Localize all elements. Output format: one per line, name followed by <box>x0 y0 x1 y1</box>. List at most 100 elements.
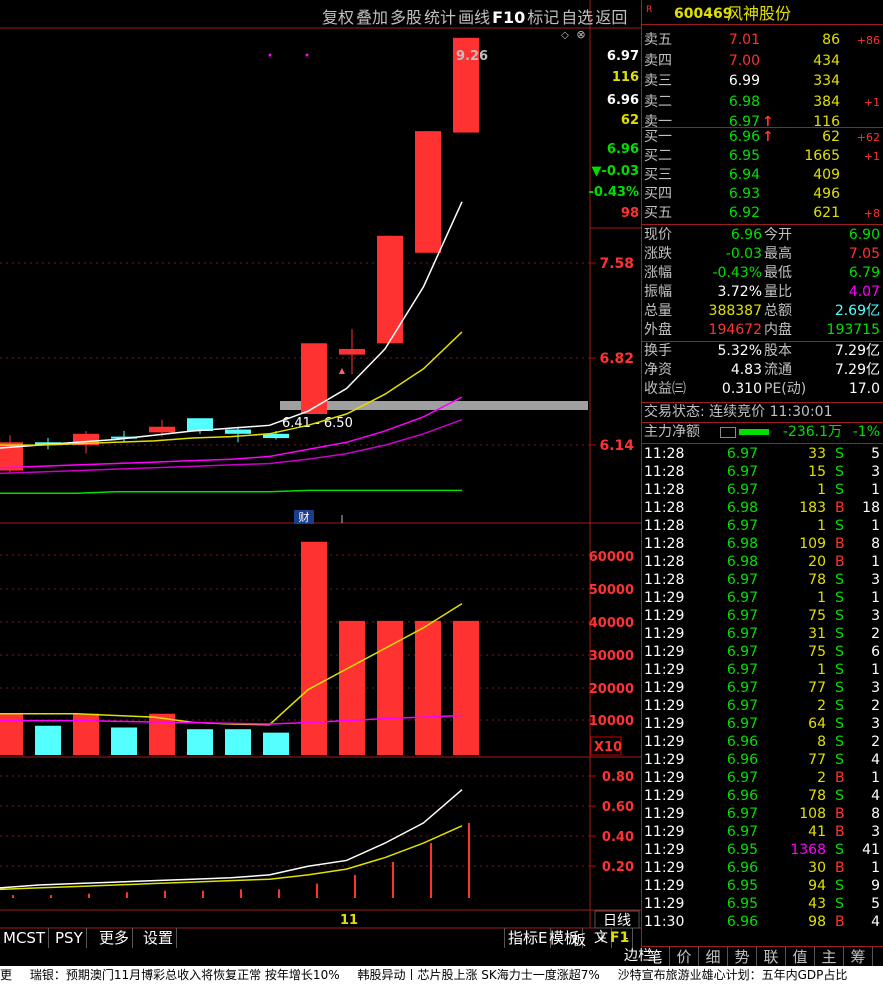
tick-price: 6.97 <box>726 806 758 822</box>
side-mini-f1[interactable]: F1 <box>607 928 634 948</box>
stat-value: 0.310 <box>721 381 762 397</box>
tick-direction: B <box>835 824 845 840</box>
stat-label: 最低 <box>764 265 792 281</box>
vol-axis-label: 50000 <box>589 583 634 598</box>
tick-row: 11:28 6.97 78 S 3 <box>642 571 883 589</box>
toolbar-diejia[interactable]: 叠加 <box>356 8 389 27</box>
tick-count: 3 <box>871 716 880 732</box>
ask-row[interactable]: 卖二 6.98 384 +1 <box>642 93 883 112</box>
tick-direction: S <box>835 608 844 624</box>
ask-volume: 116 <box>813 114 840 130</box>
indicator-button[interactable]: 指标E <box>504 928 552 948</box>
tick-row: 11:29 6.95 1368 S 41 <box>642 841 883 859</box>
tab-psy[interactable]: PSY <box>52 928 87 948</box>
stat-label: 股本 <box>764 343 792 359</box>
panel-tab[interactable]: 细 <box>699 947 728 967</box>
bid-row[interactable]: 买三 6.94 409 <box>642 166 883 185</box>
tick-row: 11:28 6.97 1 S 1 <box>642 481 883 499</box>
tick-count: 2 <box>871 626 880 642</box>
tick-time: 11:29 <box>644 752 685 768</box>
tick-direction: B <box>835 860 845 876</box>
tick-price: 6.98 <box>726 536 758 552</box>
tick-time: 11:29 <box>644 842 685 858</box>
stat-label: 最高 <box>764 246 792 262</box>
ticker-item[interactable]: 沙特宣布旅游业雄心计划：五年内GDP占比 <box>617 968 848 982</box>
ask-row[interactable]: 卖四 7.00 434 <box>642 52 883 71</box>
stat-value: 4.07 <box>848 284 880 300</box>
tick-price: 6.96 <box>726 860 758 876</box>
ask-row[interactable]: 卖一 6.97 ↑ 116 <box>642 113 883 132</box>
toolbar-f10[interactable]: F10 <box>492 8 526 27</box>
marker-dot <box>305 53 309 57</box>
stat-value: 3.72% <box>717 284 762 300</box>
price-axis-label: 6.14 <box>599 438 634 454</box>
zoom-out-button[interactable]: - <box>624 931 628 945</box>
main-force-pct: -1% <box>852 424 880 440</box>
tick-time: 11:28 <box>644 446 685 462</box>
bid-row[interactable]: 买四 6.93 496 <box>642 185 883 204</box>
volume-bar <box>377 620 403 755</box>
volume-bar <box>187 729 213 755</box>
tick-direction: S <box>835 572 844 588</box>
tick-volume: 77 <box>808 752 826 768</box>
template-button[interactable]: 模板 <box>546 928 584 948</box>
side-mini-bianlan[interactable]: 边栏 <box>624 948 652 964</box>
bid-volume: 621 <box>813 205 840 221</box>
toolbar-huaxian[interactable]: 画线 <box>458 8 491 27</box>
tick-direction: B <box>835 806 845 822</box>
panel-tab[interactable]: 值 <box>786 947 815 967</box>
panel-tab[interactable]: 主 <box>815 947 844 967</box>
stat-value: 193715 <box>826 322 880 338</box>
toolbar-fuquan[interactable]: 复权 <box>322 8 355 27</box>
tick-volume: 20 <box>808 554 826 570</box>
ask-row[interactable]: 卖五 7.01 86 +86 <box>642 31 883 50</box>
tick-volume: 75 <box>808 644 826 660</box>
tab-settings[interactable]: 设置 <box>140 928 178 948</box>
tick-price: 6.97 <box>726 446 758 462</box>
tick-volume: 108 <box>799 806 826 822</box>
toolbar-fanhui[interactable]: 返回 <box>595 8 628 27</box>
ticker-item[interactable]: 更 <box>0 968 13 982</box>
bid-row[interactable]: 买二 6.95 1665 +1 <box>642 147 883 166</box>
bid-row[interactable]: 买一 6.96 ↑ 62 +62 <box>642 128 883 147</box>
panel-tab[interactable]: 联 <box>757 947 786 967</box>
ask-price: 6.98 <box>728 93 760 110</box>
stat-value: -0.03 <box>725 246 762 262</box>
panel-tab[interactable]: 笔 <box>641 947 670 967</box>
tick-direction: S <box>835 446 844 462</box>
stat-label: 总量 <box>644 303 672 319</box>
period-button[interactable]: 日线 <box>603 913 631 929</box>
ask-label: 卖四 <box>644 52 672 69</box>
list-icon[interactable] <box>720 427 736 438</box>
ticker-item[interactable]: 韩股异动丨芯片股上涨 SK海力士一度涨超7% <box>357 968 600 982</box>
bid-row[interactable]: 买五 6.92 621 +8 <box>642 204 883 223</box>
ma-line-green <box>0 489 462 494</box>
stat-value: 2.69亿 <box>834 303 880 319</box>
panel-tab[interactable]: 筹 <box>844 947 873 967</box>
news-ticker[interactable]: 更 瑞银：预期澳门11月博彩总收入将恢复正常 按年增长10% 韩股异动丨芯片股上… <box>0 966 883 984</box>
kline-chart[interactable]: 7.58 6.82 6.14 6.97 116 6.96 62 6.96 ▼-0.03 -0.43… <box>0 0 641 950</box>
side-mini-wen[interactable]: 文 <box>591 928 612 948</box>
date-label: 11 <box>340 913 358 928</box>
tick-price: 6.98 <box>726 500 758 516</box>
toolbar-tongji[interactable]: 统计 <box>424 8 457 27</box>
toolbar-biaoji[interactable]: 标记 <box>527 8 560 27</box>
tick-price: 6.97 <box>726 770 758 786</box>
stat-value: 388387 <box>708 303 762 319</box>
tab-mcst[interactable]: MCST <box>0 928 50 948</box>
side-tab-ban[interactable]: 板 <box>572 933 586 949</box>
bid-volume: 496 <box>813 186 840 202</box>
stat-label: 现价 <box>644 227 672 243</box>
toolbar-duogu[interactable]: 多股 <box>390 8 423 27</box>
zoom-in-button[interactable]: + <box>597 931 607 945</box>
panel-tab[interactable]: 势 <box>728 947 757 967</box>
panel-tab[interactable]: 价 <box>670 947 699 967</box>
toolbar-zixuan[interactable]: 自选 <box>561 8 594 27</box>
bid-price: 6.95 <box>728 148 760 164</box>
ask-price: 6.99 <box>728 73 760 89</box>
ticker-item[interactable]: 瑞银：预期澳门11月博彩总收入将恢复正常 按年增长10% <box>29 968 340 982</box>
stat-label: 换手 <box>644 343 672 359</box>
tab-more[interactable]: 更多 <box>96 928 134 948</box>
ask-row[interactable]: 卖三 6.99 334 <box>642 72 883 91</box>
tick-volume: 2 <box>817 770 826 786</box>
